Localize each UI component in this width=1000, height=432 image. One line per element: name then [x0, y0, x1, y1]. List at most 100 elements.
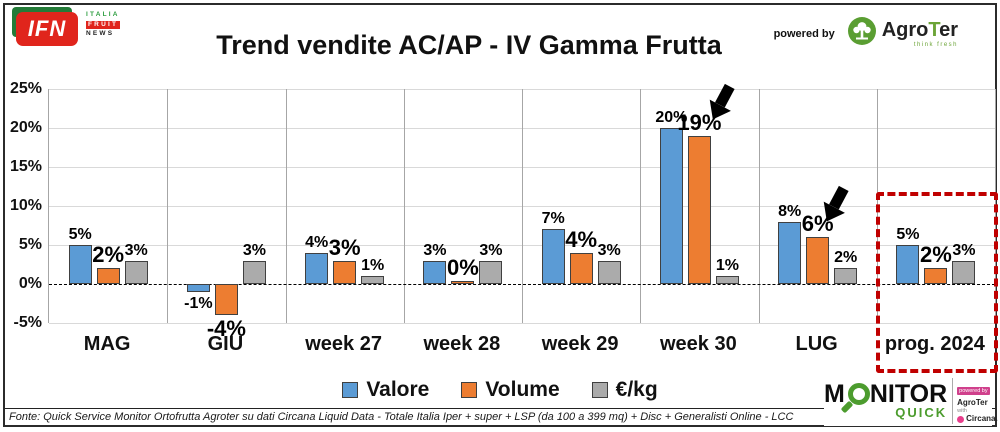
category-separator — [285, 89, 287, 323]
bar-kg-week-29 — [597, 260, 621, 284]
agroter-tagline: think fresh — [913, 41, 958, 48]
y-tick-label: 0% — [18, 275, 42, 292]
bar-volume-prog-2024 — [924, 268, 948, 284]
bar-kg-prog-2024 — [952, 260, 976, 284]
source-note: Fonte: Quick Service Monitor Ortofrutta … — [9, 411, 794, 423]
legend-label: Volume — [485, 378, 560, 401]
highlight-box-prog-2024 — [876, 192, 998, 373]
bar-value-label: 1% — [361, 257, 385, 275]
ifn-logo-italia: ITALIA — [86, 11, 120, 18]
y-axis: 25% 20% 15% 10% 5% 0% -5% — [2, 0, 44, 432]
legend-item: Valore — [342, 378, 429, 402]
ifn-logo-fruit: FRUIT — [86, 20, 121, 29]
bar-value-label: 3% — [328, 234, 361, 260]
legend-label: Valore — [366, 378, 430, 401]
bar-value-label: 2% — [92, 242, 125, 268]
x-category-label: week 28 — [423, 333, 501, 355]
bar-valore-week-27 — [305, 252, 329, 284]
bar-valore-week-30 — [659, 128, 683, 284]
ifn-logo: IFN ITALIA FRUIT NEWS — [12, 7, 127, 51]
bar-kg-giu — [242, 260, 266, 284]
monitor-with: with — [957, 407, 967, 414]
ifn-logo-red-shape: IFN — [16, 12, 78, 46]
bar-valore-prog-2024 — [896, 245, 920, 284]
y-tick-label: 5% — [18, 236, 42, 253]
monitor-agroter: AgroTer — [957, 397, 988, 407]
gridline — [49, 323, 995, 324]
bar-volume-week-28 — [451, 281, 475, 284]
category-separator — [758, 89, 760, 323]
legend-swatch — [591, 382, 608, 398]
chart-title: Trend vendite AC/AP - IV Gamma Frutta — [216, 30, 722, 60]
bar-value-label: 3% — [597, 241, 621, 259]
bar-volume-lug — [806, 237, 830, 284]
bar-kg-mag — [124, 260, 148, 284]
y-tick-label: 10% — [9, 197, 42, 214]
legend-item: €/kg — [591, 378, 658, 402]
bar-kg-week-30 — [715, 276, 739, 284]
category-separator — [522, 89, 523, 323]
y-tick-label: 25% — [9, 80, 42, 97]
bar-kg-lug — [834, 268, 858, 284]
x-category-label: week 27 — [305, 333, 382, 355]
bar-value-label: 8% — [778, 202, 802, 220]
bar-volume-week-29 — [569, 252, 593, 284]
legend-label: €/kg — [615, 378, 658, 401]
agroter-tree-icon — [847, 16, 877, 51]
footer-divider — [5, 408, 995, 409]
bar-value-label: 19% — [677, 109, 722, 135]
legend-swatch — [461, 382, 478, 398]
bar-kg-week-27 — [361, 276, 385, 284]
x-category-label: week 29 — [541, 333, 619, 355]
bar-value-label: 5% — [896, 226, 920, 243]
bar-value-label: 4% — [565, 226, 598, 252]
bar-value-label: 2% — [919, 242, 952, 268]
arrow-annotation-lug — [815, 179, 861, 227]
bar-value-label: -1% — [184, 294, 213, 312]
circana-icon — [957, 415, 965, 423]
x-axis: MAG GIU week 27 week 28 week 29 week 30 LUG pro… — [48, 331, 994, 357]
bar-value-label: 3% — [952, 241, 976, 259]
bar-value-label: 6% — [801, 211, 834, 237]
arrow-annotation-week30 — [701, 77, 747, 125]
ifn-logo-news: NEWS — [86, 30, 115, 37]
bar-kg-week-28 — [479, 260, 503, 284]
agroter-logo: AgroTer think fresh — [847, 16, 958, 51]
x-category-label: MAG — [83, 333, 131, 355]
bar-value-label: 2% — [834, 249, 858, 267]
bar-value-label: 3% — [124, 241, 148, 259]
bar-volume-week-30 — [687, 135, 711, 284]
ifn-logo-text: IFN — [27, 16, 67, 41]
bar-value-label: 3% — [423, 241, 447, 259]
bar-valore-week-29 — [541, 229, 565, 284]
x-category-label: LUG — [795, 333, 838, 355]
y-tick-label: 15% — [9, 158, 42, 175]
monitor-powered-by: powered by — [957, 386, 990, 396]
bar-volume-mag — [96, 268, 120, 284]
category-separator — [640, 89, 642, 323]
bar-valore-lug — [778, 221, 802, 284]
monitor-logo-quick: QUICK — [895, 405, 948, 420]
bar-value-label: 5% — [68, 226, 92, 243]
bar-value-label: 4% — [305, 233, 329, 251]
x-category-label: GIU — [207, 333, 244, 355]
bar-value-label: 7% — [541, 210, 565, 228]
monitor-logo-m: M — [824, 380, 845, 408]
bar-value-label: 20% — [655, 109, 688, 126]
x-category-label: week 30 — [660, 333, 737, 355]
y-tick-label: -5% — [13, 314, 42, 331]
powered-by-label: powered by — [773, 27, 835, 40]
zero-line — [49, 284, 995, 285]
monitor-quick-logo: M NITOR QUICK powered by AgroTer with Ci… — [824, 376, 998, 426]
bar-value-label: 1% — [715, 257, 739, 275]
x-category-label: prog. 2024 — [884, 333, 985, 355]
category-separator — [167, 89, 169, 323]
bar-valore-mag — [68, 245, 92, 284]
bar-value-label: 3% — [479, 241, 503, 259]
bar-volume-week-27 — [333, 260, 357, 284]
legend-item: Volume — [461, 378, 560, 402]
magnifier-icon — [840, 382, 870, 413]
circana-logo: Circana. — [957, 414, 998, 424]
monitor-logo-rest: NITOR — [869, 380, 948, 408]
agroter-wordmark: AgroTer — [881, 18, 958, 41]
